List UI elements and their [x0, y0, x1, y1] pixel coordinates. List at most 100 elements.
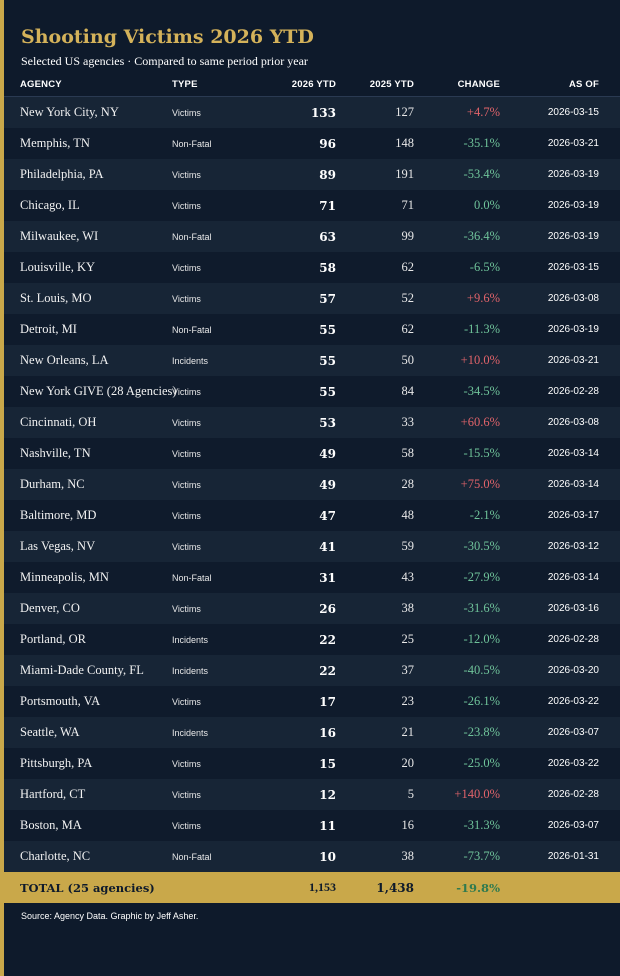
cell-change: -35.1% — [463, 136, 500, 150]
cell-type: Non-Fatal — [172, 851, 212, 862]
cell-2026-ytd: 89 — [319, 167, 336, 182]
cell-agency: Las Vegas, NV — [20, 539, 96, 553]
cell-2025-ytd: 16 — [401, 818, 415, 832]
cell-agency: Portland, OR — [20, 632, 86, 646]
table-row: Denver, CO Victims 26 38 -31.6% 2026-03-16 — [4, 593, 620, 624]
cell-type: Victims — [172, 820, 201, 831]
cell-type: Victims — [172, 262, 201, 273]
cell-as-of: 2026-03-19 — [547, 324, 599, 335]
total-row: TOTAL (25 agencies) 1,153 1,438 -19.8% — [4, 872, 620, 903]
cell-type: Victims — [172, 696, 201, 707]
cell-as-of: 2026-02-28 — [547, 634, 599, 645]
cell-2025-ytd: 33 — [401, 415, 415, 429]
table-row: Milwaukee, WI Non-Fatal 63 99 -36.4% 2026-03-… — [4, 221, 620, 252]
cell-agency: New York GIVE (28 Agencies) — [20, 384, 177, 398]
cell-as-of: 2026-03-07 — [547, 820, 599, 831]
cell-agency: St. Louis, MO — [20, 291, 92, 305]
cell-change: -23.8% — [463, 725, 500, 739]
table-row: Miami-Dade County, FL Incidents 22 37 -40.5%… — [4, 655, 620, 686]
cell-agency: Pittsburgh, PA — [20, 756, 93, 770]
cell-change: -34.5% — [463, 384, 500, 398]
cell-agency: Charlotte, NC — [20, 849, 91, 863]
left-accent-bar — [0, 0, 4, 976]
cell-2026-ytd: 53 — [319, 415, 336, 430]
header-type: TYPE — [172, 78, 198, 90]
source-note: Source: Agency Data. Graphic by Jeff Ash… — [21, 911, 199, 921]
cell-type: Incidents — [172, 727, 209, 738]
cell-2026-ytd: 10 — [319, 849, 336, 864]
table-row: Pittsburgh, PA Victims 15 20 -25.0% 2026-03-2… — [4, 748, 620, 779]
cell-as-of: 2026-01-31 — [547, 851, 599, 862]
cell-as-of: 2026-03-22 — [547, 696, 599, 707]
cell-change: -27.9% — [463, 570, 500, 584]
cell-2026-ytd: 31 — [319, 570, 336, 585]
cell-2026-ytd: 15 — [319, 756, 336, 771]
cell-type: Incidents — [172, 634, 209, 645]
table-body: New York City, NY Victims 133 127 +4.7% 2026-… — [4, 97, 620, 872]
table-row: Las Vegas, NV Victims 41 59 -30.5% 2026-03-12 — [4, 531, 620, 562]
cell-2026-ytd: 17 — [319, 694, 336, 709]
table-row: Louisville, KY Victims 58 62 -6.5% 2026-03-15 — [4, 252, 620, 283]
cell-change: +4.7% — [466, 105, 500, 119]
header-2026-ytd: 2026 YTD — [291, 78, 336, 90]
cell-change: -6.5% — [469, 260, 500, 274]
cell-2025-ytd: 28 — [401, 477, 415, 491]
cell-2025-ytd: 23 — [401, 694, 415, 708]
cell-type: Victims — [172, 417, 201, 428]
header-change: CHANGE — [457, 78, 500, 90]
cell-change: +140.0% — [454, 787, 500, 801]
table-row: New Orleans, LA Incidents 55 50 +10.0% 2026-0… — [4, 345, 620, 376]
cell-change: -40.5% — [463, 663, 500, 677]
cell-as-of: 2026-03-21 — [547, 355, 599, 366]
table-row: Memphis, TN Non-Fatal 96 148 -35.1% 2026-03-2… — [4, 128, 620, 159]
cell-as-of: 2026-03-15 — [547, 107, 599, 118]
table-row: Portsmouth, VA Victims 17 23 -26.1% 2026-03-2… — [4, 686, 620, 717]
cell-2026-ytd: 133 — [310, 105, 336, 120]
cell-type: Victims — [172, 603, 201, 614]
cell-2025-ytd: 37 — [401, 663, 415, 677]
cell-2026-ytd: 47 — [319, 508, 336, 523]
cell-as-of: 2026-03-19 — [547, 169, 599, 180]
cell-2025-ytd: 58 — [401, 446, 415, 460]
cell-2025-ytd: 20 — [401, 756, 415, 770]
cell-agency: Philadelphia, PA — [20, 167, 104, 181]
table-row: Durham, NC Victims 49 28 +75.0% 2026-03-14 — [4, 469, 620, 500]
cell-agency: Durham, NC — [20, 477, 85, 491]
cell-change: -30.5% — [463, 539, 500, 553]
cell-as-of: 2026-03-19 — [547, 231, 599, 242]
table-row: Baltimore, MD Victims 47 48 -2.1% 2026-03-17 — [4, 500, 620, 531]
cell-as-of: 2026-03-16 — [547, 603, 599, 614]
table-row: Detroit, MI Non-Fatal 55 62 -11.3% 2026-03-19 — [4, 314, 620, 345]
table-row: Hartford, CT Victims 12 5 +140.0% 2026-02-28 — [4, 779, 620, 810]
cell-2025-ytd: 5 — [407, 787, 414, 801]
table-row: Seattle, WA Incidents 16 21 -23.8% 2026-03-07 — [4, 717, 620, 748]
cell-2026-ytd: 11 — [319, 818, 336, 833]
cell-change: +75.0% — [460, 477, 500, 491]
page-subtitle: Selected US agencies · Compared to same … — [21, 54, 308, 68]
cell-change: -15.5% — [463, 446, 500, 460]
cell-2026-ytd: 22 — [319, 632, 336, 647]
cell-type: Victims — [172, 386, 201, 397]
cell-change: -12.0% — [463, 632, 500, 646]
cell-change: +60.6% — [460, 415, 500, 429]
cell-agency: Detroit, MI — [20, 322, 77, 336]
cell-type: Non-Fatal — [172, 324, 212, 335]
cell-type: Victims — [172, 107, 201, 118]
cell-2026-ytd: 58 — [319, 260, 336, 275]
cell-2026-ytd: 16 — [319, 725, 336, 740]
table-row: Philadelphia, PA Victims 89 191 -53.4% 2026-0… — [4, 159, 620, 190]
table-row: Chicago, IL Victims 71 71 0.0% 2026-03-19 — [4, 190, 620, 221]
cell-agency: New Orleans, LA — [20, 353, 109, 367]
cell-2026-ytd: 22 — [319, 663, 336, 678]
cell-agency: Baltimore, MD — [20, 508, 97, 522]
cell-as-of: 2026-03-21 — [547, 138, 599, 149]
cell-as-of: 2026-03-08 — [547, 417, 599, 428]
cell-2026-ytd: 49 — [319, 446, 336, 461]
cell-type: Victims — [172, 169, 201, 180]
cell-type: Victims — [172, 541, 201, 552]
total-label: TOTAL (25 agencies) — [20, 880, 155, 895]
table-row: New York City, NY Victims 133 127 +4.7% 2026-… — [4, 97, 620, 128]
table-row: Nashville, TN Victims 49 58 -15.5% 2026-03-14 — [4, 438, 620, 469]
cell-2026-ytd: 55 — [319, 322, 336, 337]
cell-2025-ytd: 38 — [401, 849, 415, 863]
